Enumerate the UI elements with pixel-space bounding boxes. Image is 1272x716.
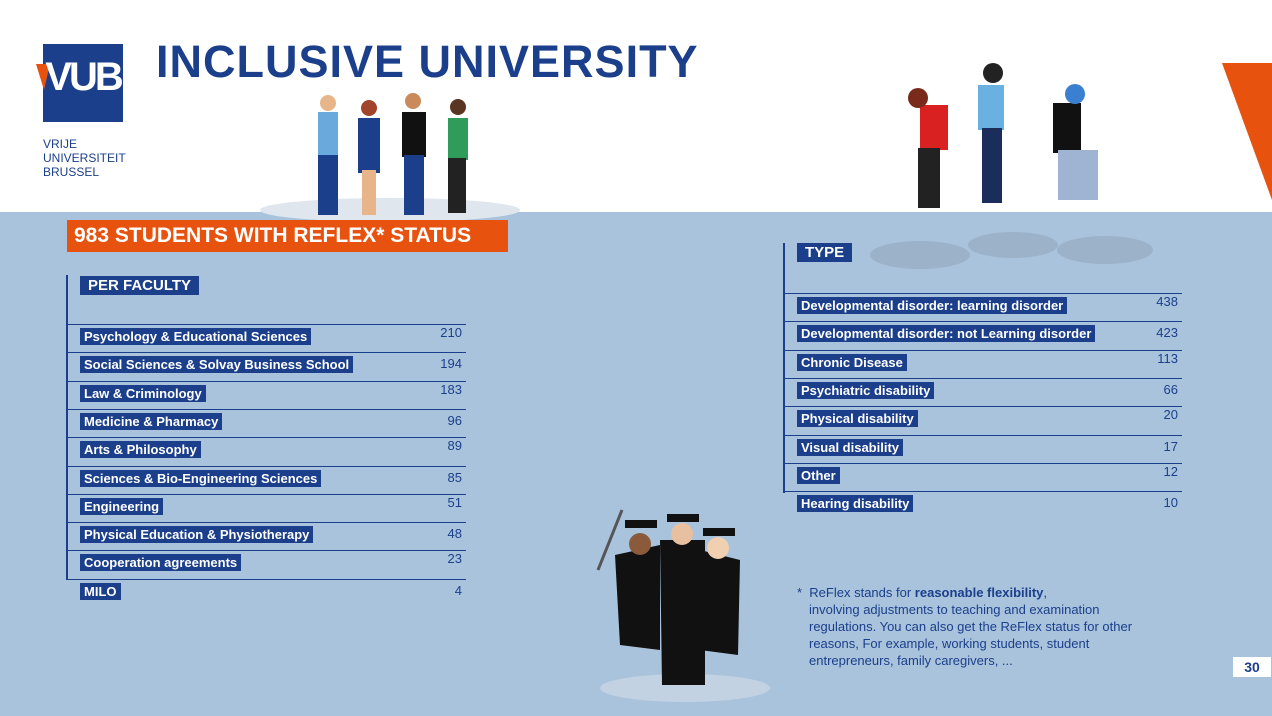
row-label: Cooperation agreements [80,554,242,572]
row-rule [68,493,466,495]
row-rule [68,578,466,580]
faculty-rule [66,275,68,580]
row-value: 210 [440,325,462,340]
row-value: 194 [440,356,462,372]
row-rule [785,349,1182,351]
row-rule [68,380,466,382]
footnote-line: regulations. You can also get the ReFlex… [809,619,1133,634]
row-label: MILO [80,582,121,600]
row-rule [785,377,1182,379]
row-rule [68,324,466,325]
footnote: * ReFlex stands for reasonable flexibili… [797,584,1132,669]
logo-line: BRUSSEL [43,165,100,179]
logo-text: VRIJE UNIVERSITEIT BRUSSEL [43,137,126,179]
row-label: Psychology & Educational Sciences [80,328,312,345]
row-label: Social Sciences & Solvay Business School [80,356,354,374]
row-rule [785,293,1182,294]
page-title: INCLUSIVE UNIVERSITY [156,36,699,87]
row-rule [785,491,1182,493]
row-label: Physical disability [797,410,918,428]
row-label: Engineering [80,497,164,515]
row-value: 423 [1156,325,1178,341]
row-rule [785,406,1182,408]
row-label: Developmental disorder: learning disorde… [797,297,1068,314]
row-rule [68,465,466,467]
footnote-star: * [797,585,803,600]
row-value: 96 [447,412,462,428]
row-label: Physical Education & Physiotherapy [80,526,314,544]
page-number: 30 [1233,657,1271,677]
row-value: 438 [1156,294,1178,309]
row-value: 17 [1163,438,1178,454]
banner: 983 STUDENTS WITH REFLEX* STATUS [67,220,508,252]
row-rule [785,434,1182,436]
row-rule [68,550,466,552]
row-value: 89 [447,438,462,454]
row-value: 85 [447,469,462,485]
footnote-bold: reasonable flexibility [914,585,1044,600]
row-value: 113 [1157,350,1178,366]
logo-mark: VUB [45,55,123,99]
row-label: Sciences & Bio-Engineering Sciences [80,469,322,487]
row-rule [68,352,466,354]
row-label: Visual disability [797,438,904,456]
row-value: 10 [1163,495,1178,511]
row-label: Other [797,466,840,484]
footnote-line: involving adjustments to teaching and ex… [809,602,1100,617]
logo-line: VRIJE [43,137,78,151]
row-value: 12 [1163,463,1178,479]
footnote-line: * ReFlex stands for reasonable flexibili… [797,584,1132,601]
row-value: 20 [1163,407,1178,423]
row-value: 183 [440,381,462,397]
footnote-text: ReFlex stands for [809,585,915,600]
faculty-heading: PER FACULTY [80,276,200,295]
type-heading: TYPE [797,243,853,262]
row-rule [785,462,1182,464]
row-rule [68,408,466,410]
row-value: 4 [454,582,462,598]
type-rule [783,243,785,493]
row-label: Hearing disability [797,495,914,513]
row-value: 23 [447,551,462,567]
row-value: 51 [447,494,462,510]
logo-line: UNIVERSITEIT [43,151,126,165]
row-value: 48 [447,526,462,542]
row-label: Psychiatric disability [797,381,935,399]
row-label: Chronic Disease [797,353,907,371]
footnote-line: reasons, For example, working students, … [809,636,1090,651]
row-label: Law & Criminology [80,384,206,402]
row-label: Arts & Philosophy [80,441,201,459]
row-rule [68,522,466,524]
footnote-text: , [1043,585,1048,600]
footnote-line: entrepreneurs, family caregivers, ... [809,653,1013,668]
footnote-body: involving adjustments to teaching and ex… [797,601,1132,669]
row-label: Developmental disorder: not Learning dis… [797,325,1096,343]
row-rule [785,321,1182,323]
row-label: Medicine & Pharmacy [80,412,223,430]
row-rule [68,437,466,439]
row-value: 66 [1163,381,1178,397]
